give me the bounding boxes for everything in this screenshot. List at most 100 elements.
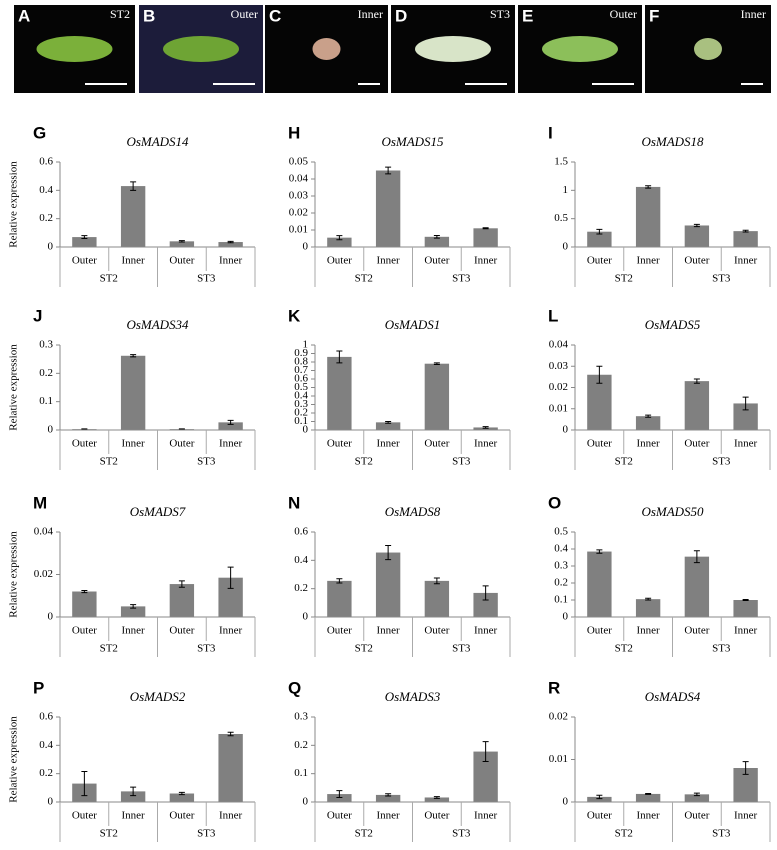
x-tick-label: Outer — [72, 438, 97, 450]
bar — [587, 796, 612, 802]
x-tick-label: Outer — [327, 438, 352, 450]
panel-letter: N — [288, 493, 300, 512]
error-bar — [596, 228, 603, 235]
panel-letter: I — [548, 123, 553, 142]
error-bar — [693, 223, 700, 228]
x-tick-label: Outer — [169, 810, 194, 822]
y-tick-label: 0.2 — [39, 367, 53, 379]
error-bar — [385, 166, 392, 175]
x-tick-label: Inner — [122, 255, 146, 267]
bar — [72, 591, 97, 617]
y-tick-label: 0.2 — [294, 739, 308, 751]
x-tick-label: Outer — [327, 810, 352, 822]
group-label: ST2 — [615, 643, 633, 655]
bar — [424, 236, 450, 247]
group-label: ST2 — [100, 828, 118, 840]
y-tick-label: 0.1 — [554, 594, 568, 606]
y-tick-label: 0.4 — [39, 184, 53, 196]
y-tick-label: 0.03 — [549, 360, 569, 372]
group-label: ST2 — [615, 273, 633, 285]
y-tick-label: 0.2 — [294, 582, 308, 594]
group-label: ST3 — [452, 828, 471, 840]
group-label: ST3 — [712, 828, 731, 840]
x-tick-label: Inner — [474, 810, 498, 822]
group-label: ST3 — [712, 456, 731, 468]
error-bar — [645, 414, 652, 418]
error-bar — [81, 771, 88, 797]
y-tick-label: 0 — [303, 611, 309, 623]
y-tick-label: 0.04 — [34, 526, 54, 538]
x-tick-label: Inner — [219, 810, 243, 822]
error-bar — [385, 793, 392, 797]
error-bar — [596, 549, 603, 554]
group-label: ST2 — [100, 273, 118, 285]
y-tick-label: 0 — [303, 241, 309, 253]
panel-letter: A — [18, 6, 30, 25]
y-tick-label: 0 — [48, 611, 54, 623]
x-tick-label: Inner — [377, 625, 401, 637]
group-label: ST3 — [197, 456, 216, 468]
y-tick-label: 0.6 — [39, 156, 53, 168]
chart-title: OsMADS15 — [381, 134, 444, 149]
bar — [587, 231, 612, 247]
error-bar — [130, 181, 137, 191]
x-tick-label: Inner — [734, 255, 758, 267]
y-tick-label: 0.4 — [294, 554, 308, 566]
panel-letter: F — [649, 6, 659, 25]
bar — [218, 422, 243, 430]
y-tick-label: 1.5 — [554, 156, 568, 168]
bar — [587, 551, 612, 617]
bar — [218, 242, 243, 247]
panel-letter: M — [33, 493, 47, 512]
x-tick-label: Inner — [122, 625, 146, 637]
x-tick-label: Outer — [169, 625, 194, 637]
bar — [327, 356, 352, 430]
bar — [120, 186, 146, 247]
x-tick-label: Outer — [327, 625, 352, 637]
y-tick-label: 0.5 — [294, 381, 308, 393]
bar — [684, 225, 710, 247]
y-axis-label: Relative expression — [8, 716, 20, 803]
y-tick-label: 0.4 — [294, 390, 308, 402]
error-bar — [130, 786, 137, 797]
panel-letter: B — [143, 6, 155, 25]
y-tick-label: 0.1 — [294, 767, 308, 779]
y-tick-label: 0.02 — [549, 711, 568, 723]
error-bar — [596, 794, 603, 800]
x-tick-label: Inner — [377, 810, 401, 822]
error-bar — [81, 589, 88, 594]
y-tick-label: 0.01 — [549, 753, 568, 765]
specimen — [694, 38, 722, 60]
group-label: ST3 — [712, 643, 731, 655]
x-tick-label: Inner — [122, 438, 146, 450]
y-tick-label: 0.2 — [554, 577, 568, 589]
error-bar — [645, 185, 652, 189]
group-label: ST3 — [197, 643, 216, 655]
x-tick-label: Inner — [474, 255, 498, 267]
y-tick-label: 0.01 — [289, 224, 308, 236]
x-tick-label: Inner — [474, 625, 498, 637]
error-bar — [227, 731, 234, 737]
error-bar — [433, 362, 440, 366]
x-tick-label: Outer — [684, 810, 709, 822]
y-tick-label: 0.04 — [289, 173, 309, 185]
y-tick-label: 0.9 — [294, 347, 308, 359]
photo-label: ST3 — [490, 7, 510, 21]
error-bar — [482, 227, 489, 230]
chart-title: OsMADS1 — [385, 317, 441, 332]
x-tick-label: Outer — [72, 625, 97, 637]
x-tick-label: Inner — [637, 810, 661, 822]
x-tick-label: Inner — [734, 810, 758, 822]
bar — [587, 374, 612, 430]
chart-title: OsMADS50 — [641, 504, 704, 519]
y-tick-label: 0 — [48, 424, 54, 436]
specimen — [312, 38, 341, 60]
bar — [327, 794, 352, 802]
panel-letter: D — [395, 6, 407, 25]
error-bar — [336, 790, 343, 798]
error-bar — [178, 428, 185, 430]
error-bar — [693, 378, 700, 384]
group-label: ST2 — [355, 643, 373, 655]
bar — [424, 580, 450, 617]
x-tick-label: Inner — [219, 438, 243, 450]
